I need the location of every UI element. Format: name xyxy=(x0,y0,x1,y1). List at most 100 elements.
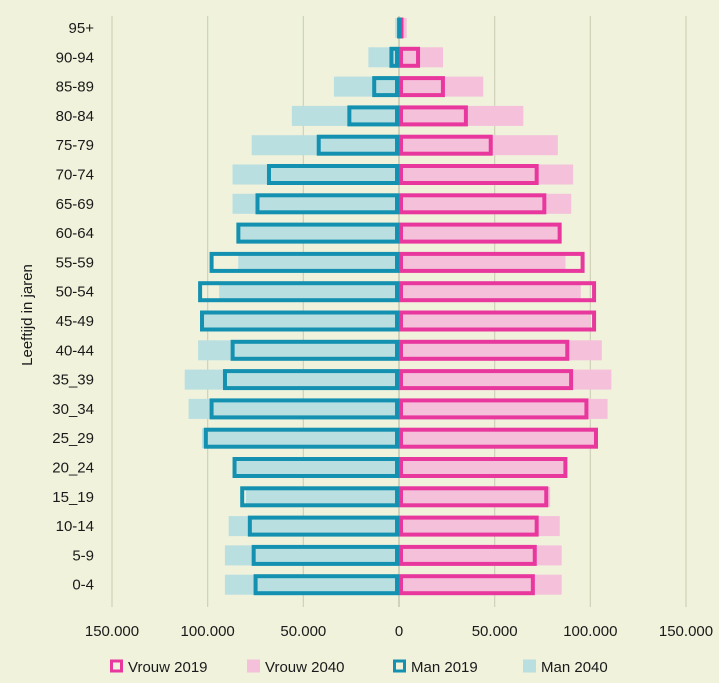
bar-man-2040 xyxy=(188,398,399,419)
x-tick-label: 50.000 xyxy=(472,623,518,640)
x-axis-ticks: 150.000 100.000 50.000 0 50.000 100.000 150.00… xyxy=(85,623,713,640)
bar-man-2019 xyxy=(232,457,399,478)
bar-vrouw-2040 xyxy=(399,369,612,390)
bar-man-2040 xyxy=(219,281,399,302)
bar-vrouw-2019 xyxy=(399,46,421,68)
legend-label: Vrouw 2019 xyxy=(128,659,208,676)
bar-vrouw-2040 xyxy=(399,486,551,507)
bar-vrouw-2040 xyxy=(399,105,524,126)
bar-vrouw-2040 xyxy=(399,223,562,244)
bar-vrouw-2040 xyxy=(399,398,608,419)
bar-man-2040 xyxy=(251,135,399,156)
bar-man-2019 xyxy=(253,574,399,596)
bar-man-2019 xyxy=(240,486,399,508)
outline-bars xyxy=(198,17,598,596)
y-tick-label: 50-54 xyxy=(56,284,94,301)
legend: Vrouw 2019 Vrouw 2040 Man 2019 Man 2040 xyxy=(110,659,608,676)
bar-man-2019 xyxy=(247,515,399,537)
legend-swatch xyxy=(523,659,536,673)
bar-man-2040 xyxy=(234,457,399,478)
bar-vrouw-2019 xyxy=(399,76,445,98)
bar-vrouw-2019 xyxy=(399,339,570,361)
bar-vrouw-2040 xyxy=(399,311,591,331)
y-tick-label: 90-94 xyxy=(56,49,94,66)
bar-man-2019 xyxy=(230,339,399,361)
bar-man-2019 xyxy=(266,164,400,185)
x-tick-label: 100.000 xyxy=(181,623,235,640)
bar-vrouw-2040 xyxy=(399,340,602,361)
bar-man-2040 xyxy=(203,311,399,331)
bar-man-2019 xyxy=(236,222,399,244)
y-tick-label: 10-14 xyxy=(56,518,94,535)
y-tick-label: 95+ xyxy=(69,20,95,37)
y-tick-label: 0-4 xyxy=(72,577,94,594)
bar-vrouw-2019 xyxy=(399,251,585,273)
bar-vrouw-2040 xyxy=(399,281,581,302)
bar-man-2019 xyxy=(209,398,399,420)
legend-swatch xyxy=(393,659,406,673)
bar-vrouw-2019 xyxy=(399,281,597,303)
bar-vrouw-2040 xyxy=(399,516,560,537)
bar-vrouw-2019 xyxy=(399,164,539,185)
bar-vrouw-2040 xyxy=(399,193,572,214)
bar-vrouw-2019 xyxy=(399,486,549,508)
legend-label: Man 2040 xyxy=(541,659,608,676)
bar-vrouw-2019 xyxy=(399,105,468,127)
bar-vrouw-2019 xyxy=(399,457,568,478)
bar-man-2019 xyxy=(200,310,399,332)
bar-man-2019 xyxy=(347,105,399,127)
bar-man-2040 xyxy=(232,164,399,185)
y-tick-label: 40-44 xyxy=(56,342,94,359)
y-tick-label: 20_24 xyxy=(52,460,94,477)
bar-vrouw-2019 xyxy=(399,222,562,244)
y-tick-label: 35_39 xyxy=(52,372,94,389)
bar-man-2019 xyxy=(397,17,402,39)
x-tick-label: 50.000 xyxy=(280,623,326,640)
y-tick-label: 45-49 xyxy=(56,313,94,330)
y-tick-label: 55-59 xyxy=(56,254,94,271)
bar-vrouw-2019 xyxy=(399,310,597,332)
bar-vrouw-2040 xyxy=(399,135,558,156)
legend-label: Man 2019 xyxy=(411,659,478,676)
bar-man-2040 xyxy=(232,193,399,214)
x-tick-label: 0 xyxy=(395,623,403,640)
y-tick-label: 60-64 xyxy=(56,225,94,242)
bar-man-2040 xyxy=(198,340,399,361)
legend-swatch xyxy=(247,659,260,673)
bar-man-2019 xyxy=(251,544,399,566)
legend-swatch xyxy=(110,659,123,673)
bar-vrouw-2019 xyxy=(399,369,574,391)
bar-man-2040 xyxy=(291,105,399,126)
y-tick-label: 25_29 xyxy=(52,430,94,447)
bar-man-2040 xyxy=(245,486,399,507)
y-axis-label: Leeftijd in jaren xyxy=(19,264,36,366)
bar-man-2019 xyxy=(222,369,399,391)
bar-man-2040 xyxy=(333,76,399,97)
bar-man-2019 xyxy=(372,76,400,98)
bar-vrouw-2019 xyxy=(399,193,547,215)
x-tick-label: 150.000 xyxy=(659,623,713,640)
bar-man-2019 xyxy=(209,251,399,273)
y-tick-label: 75-79 xyxy=(56,137,94,154)
y-tick-label: 15_19 xyxy=(52,489,94,506)
bar-man-2019 xyxy=(389,46,399,68)
x-tick-label: 100.000 xyxy=(563,623,617,640)
bar-man-2019 xyxy=(198,281,399,303)
bar-man-2040 xyxy=(238,252,399,273)
y-tick-label: 85-89 xyxy=(56,79,94,96)
bar-vrouw-2040 xyxy=(399,574,562,595)
bar-vrouw-2040 xyxy=(399,545,562,566)
y-tick-label: 30_34 xyxy=(52,401,94,418)
y-tick-label: 80-84 xyxy=(56,108,94,125)
bar-vrouw-2019 xyxy=(399,134,493,156)
bar-vrouw-2040 xyxy=(399,252,566,273)
bar-vrouw-2019 xyxy=(399,515,539,537)
bar-vrouw-2040 xyxy=(399,164,574,185)
bar-man-2040 xyxy=(201,428,399,449)
bar-man-2040 xyxy=(224,574,399,595)
bar-man-2040 xyxy=(228,516,399,537)
bar-vrouw-2040 xyxy=(399,457,568,478)
bar-man-2019 xyxy=(203,427,399,449)
bar-man-2019 xyxy=(255,193,399,215)
bar-man-2040 xyxy=(224,545,399,566)
